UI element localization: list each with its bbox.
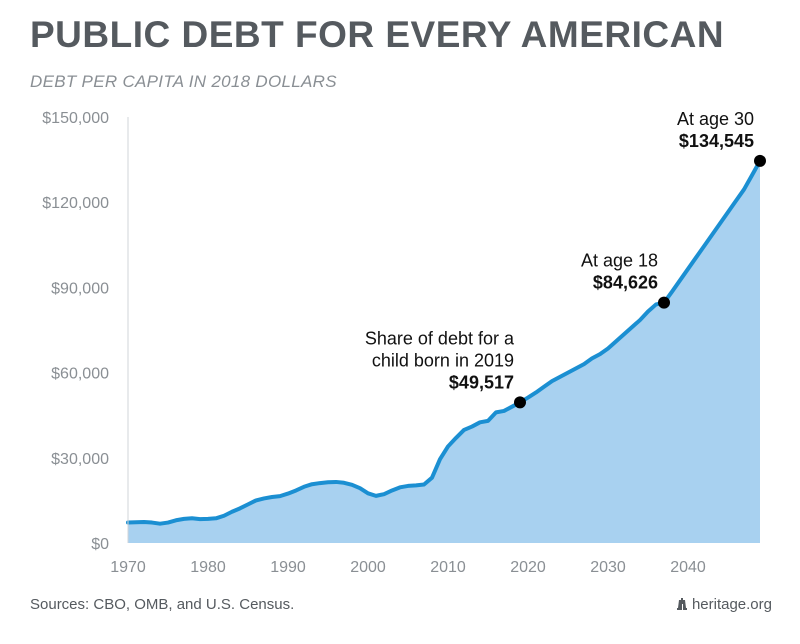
y-tick-label: $90,000 (51, 280, 109, 297)
chart-subtitle: DEBT PER CAPITA IN 2018 DOLLARS (30, 72, 337, 91)
annotation-value: $49,517 (449, 372, 514, 392)
x-tick-label: 1970 (110, 559, 146, 576)
y-tick-label: $30,000 (51, 451, 109, 468)
annotation-marker (658, 296, 670, 309)
x-tick-label: 2020 (510, 559, 546, 576)
annotation-label: At age 30 (677, 109, 754, 129)
x-tick-label: 1980 (190, 559, 226, 576)
y-tick-label: $150,000 (42, 110, 109, 127)
x-tick-label: 2040 (670, 559, 706, 576)
annotation-label: child born in 2019 (372, 350, 514, 370)
x-tick-label: 1990 (270, 559, 306, 576)
debt-line (126, 158, 762, 526)
annotation-label: At age 18 (581, 251, 658, 271)
debt-area-fill (128, 160, 760, 543)
annotation-value: $84,626 (593, 273, 658, 293)
chart-title: PUBLIC DEBT FOR EVERY AMERICAN (30, 14, 725, 55)
heritage-credit[interactable]: heritage.org (676, 596, 772, 613)
annotation-marker (754, 154, 766, 167)
sources-note: Sources: CBO, OMB, and U.S. Census. (30, 596, 295, 613)
credit-text: heritage.org (691, 596, 772, 613)
x-tick-label: 2030 (590, 559, 626, 576)
y-tick-label: $60,000 (51, 366, 109, 383)
x-tick-label: 2000 (350, 559, 386, 576)
x-tick-label: 2010 (430, 559, 466, 576)
liberty-bell-icon (676, 597, 687, 610)
y-tick-label: $0 (91, 536, 109, 553)
annotation-value: $134,545 (679, 131, 754, 151)
y-tick-label: $120,000 (42, 195, 109, 212)
annotation-label: Share of debt for a (365, 328, 515, 348)
annotation-marker (514, 396, 526, 409)
